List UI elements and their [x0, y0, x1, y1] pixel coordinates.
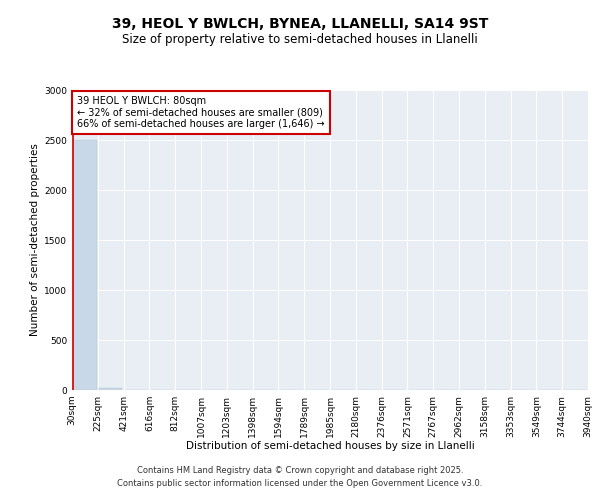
Bar	[73, 140, 97, 390]
Y-axis label: Number of semi-detached properties: Number of semi-detached properties	[30, 144, 40, 336]
Text: 39 HEOL Y BWLCH: 80sqm
← 32% of semi-detached houses are smaller (809)
66% of se: 39 HEOL Y BWLCH: 80sqm ← 32% of semi-det…	[77, 96, 325, 129]
Bar	[99, 388, 122, 390]
Text: Contains HM Land Registry data © Crown copyright and database right 2025.
Contai: Contains HM Land Registry data © Crown c…	[118, 466, 482, 487]
X-axis label: Distribution of semi-detached houses by size in Llanelli: Distribution of semi-detached houses by …	[185, 441, 475, 451]
Text: Size of property relative to semi-detached houses in Llanelli: Size of property relative to semi-detach…	[122, 32, 478, 46]
Text: 39, HEOL Y BWLCH, BYNEA, LLANELLI, SA14 9ST: 39, HEOL Y BWLCH, BYNEA, LLANELLI, SA14 …	[112, 18, 488, 32]
